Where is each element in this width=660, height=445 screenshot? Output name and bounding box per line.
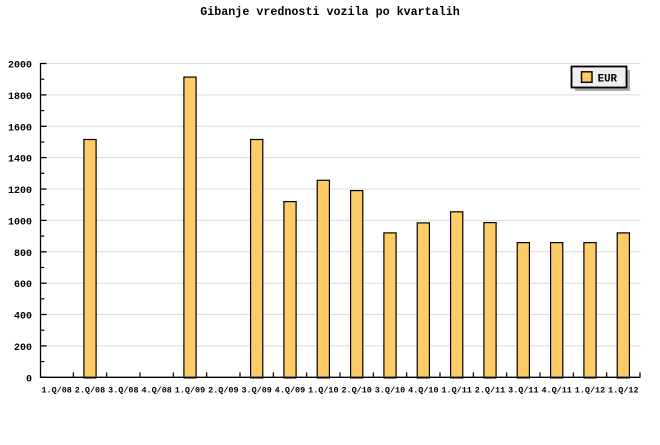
svg-text:4.Q/11: 4.Q/11	[541, 386, 571, 396]
svg-text:3.Q/11: 3.Q/11	[508, 386, 538, 396]
svg-text:2000: 2000	[8, 61, 32, 72]
svg-text:1.Q/09: 1.Q/09	[175, 386, 205, 396]
svg-text:1200: 1200	[8, 186, 32, 197]
svg-text:2.Q/08: 2.Q/08	[75, 386, 105, 396]
svg-text:EUR: EUR	[598, 73, 618, 85]
svg-text:Gibanje vrednosti vozila po kv: Gibanje vrednosti vozila po kvartalih	[200, 5, 460, 19]
svg-text:1600: 1600	[8, 123, 32, 134]
svg-text:1.Q/10: 1.Q/10	[308, 386, 338, 396]
svg-text:1000: 1000	[8, 217, 32, 228]
svg-text:3.Q/10: 3.Q/10	[375, 386, 405, 396]
svg-text:400: 400	[14, 312, 32, 323]
svg-text:1.Q/12: 1.Q/12	[608, 386, 638, 396]
svg-text:3.Q/09: 3.Q/09	[241, 386, 271, 396]
svg-text:2.Q/10: 2.Q/10	[341, 386, 371, 396]
svg-text:4.Q/09: 4.Q/09	[275, 386, 305, 396]
svg-text:200: 200	[14, 343, 32, 354]
svg-text:3.Q/08: 3.Q/08	[108, 386, 138, 396]
svg-text:800: 800	[14, 249, 32, 260]
svg-text:1.Q/12: 1.Q/12	[575, 386, 605, 396]
svg-text:1800: 1800	[8, 92, 32, 103]
svg-text:600: 600	[14, 280, 32, 291]
svg-text:2.Q/11: 2.Q/11	[475, 386, 505, 396]
svg-text:4.Q/08: 4.Q/08	[141, 386, 171, 396]
svg-text:1.Q/11: 1.Q/11	[441, 386, 471, 396]
svg-text:2.Q/09: 2.Q/09	[208, 386, 238, 396]
svg-text:1400: 1400	[8, 155, 32, 166]
svg-text:4.Q/10: 4.Q/10	[408, 386, 438, 396]
svg-text:1.Q/08: 1.Q/08	[41, 386, 71, 396]
svg-text:0: 0	[26, 374, 32, 385]
